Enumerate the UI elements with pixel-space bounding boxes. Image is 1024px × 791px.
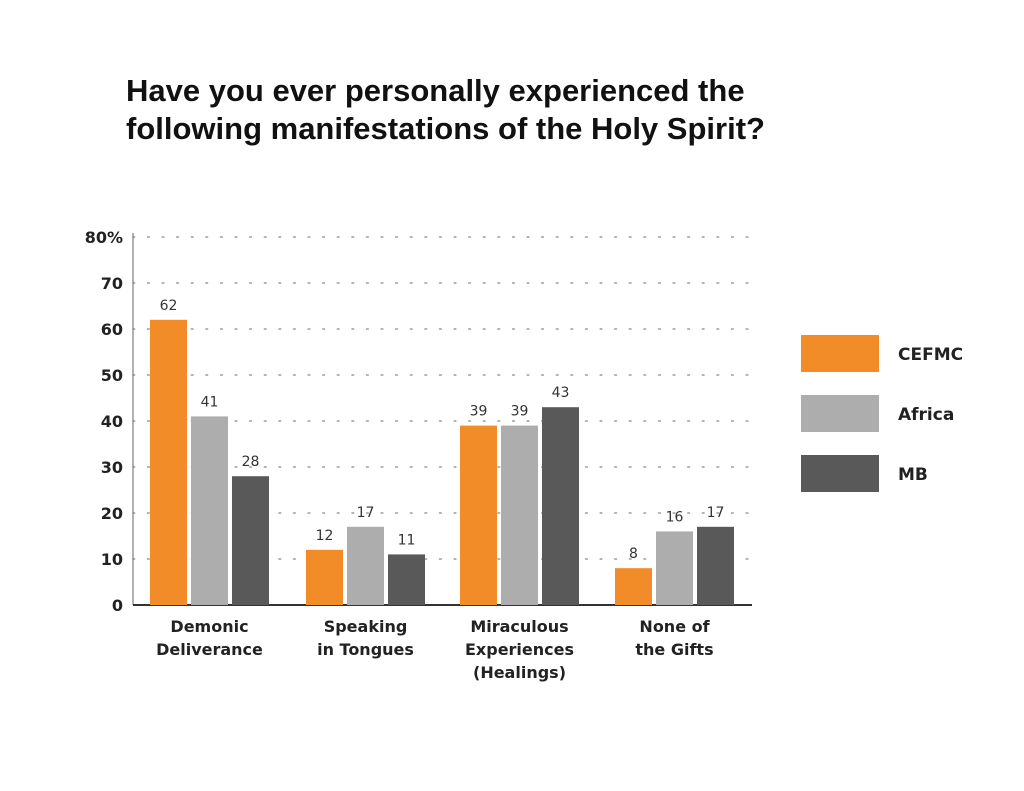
x-category-label: Demonic [170,617,248,636]
x-category-label: Experiences [465,640,574,659]
y-tick-label: 20 [101,504,123,523]
y-tick-label: 0 [112,596,123,615]
data-label: 17 [707,505,725,521]
x-category-label: Miraculous [470,617,568,636]
bar [656,531,693,605]
x-category-label: Speaking [324,617,408,636]
legend-label: CEFMC [898,345,963,365]
legend-swatch [801,335,879,372]
bar [232,476,269,605]
chart-title: Have you ever personally experienced the… [126,72,886,148]
data-label: 11 [398,532,416,548]
x-category-label: in Tongues [317,640,414,659]
bar [306,549,343,605]
data-label: 39 [511,404,529,420]
bar [150,319,187,605]
bar [388,554,425,605]
data-label: 8 [629,546,638,562]
bar [191,416,228,605]
data-label: 39 [470,404,488,420]
chart-title-line-1: Have you ever personally experienced the [126,73,745,108]
bar [347,526,384,605]
x-category-label: (Healings) [473,663,566,682]
bar [697,526,734,605]
chart-title-line-2: following manifestations of the Holy Spi… [126,111,765,146]
data-label: 41 [201,394,219,410]
bar [615,568,652,605]
data-label: 62 [160,298,178,314]
bar [501,425,538,605]
x-category-label: the Gifts [635,640,713,659]
data-label: 16 [666,509,684,525]
data-label: 12 [316,528,334,544]
y-tick-label: 40 [101,412,123,431]
y-tick-label: 30 [101,458,123,477]
x-category-label: None of [639,617,710,636]
bar [460,425,497,605]
x-category-label: Deliverance [156,640,263,659]
data-label: 17 [357,505,375,521]
y-tick-label: 50 [101,366,123,385]
data-label: 43 [552,385,570,401]
data-label: 28 [242,454,260,470]
legend-label: Africa [898,405,954,425]
y-tick-label: 10 [101,550,123,569]
y-tick-label: 60 [101,320,123,339]
legend-swatch [801,455,879,492]
y-tick-label: 80% [85,228,123,247]
legend-swatch [801,395,879,432]
legend-label: MB [898,465,928,485]
bar [542,407,579,605]
y-tick-label: 70 [101,274,123,293]
